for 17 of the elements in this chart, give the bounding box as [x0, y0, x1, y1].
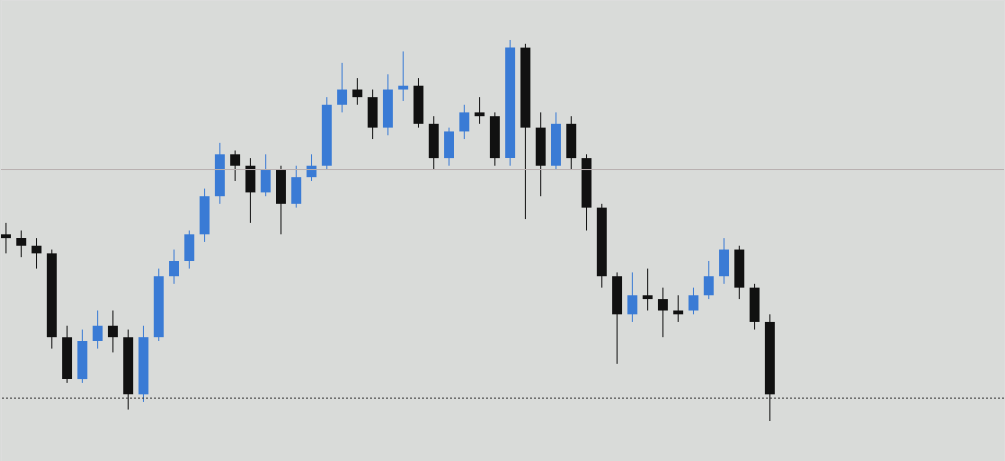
candlestick — [688, 287, 699, 315]
candlestick — [627, 271, 638, 323]
candlestick — [107, 310, 118, 353]
candlestick — [703, 260, 714, 300]
candlestick — [169, 249, 179, 285]
candlestick — [260, 153, 271, 197]
candlestick — [398, 50, 409, 102]
candlestick — [337, 62, 348, 113]
candlestick — [16, 230, 27, 258]
candlestick — [1, 222, 11, 254]
candlestick — [474, 96, 485, 125]
candlestick — [642, 268, 653, 312]
candlestick — [230, 149, 241, 182]
candlestick — [92, 310, 103, 350]
candlestick — [352, 77, 363, 106]
candlestick — [657, 287, 668, 338]
candlestick — [459, 104, 470, 140]
